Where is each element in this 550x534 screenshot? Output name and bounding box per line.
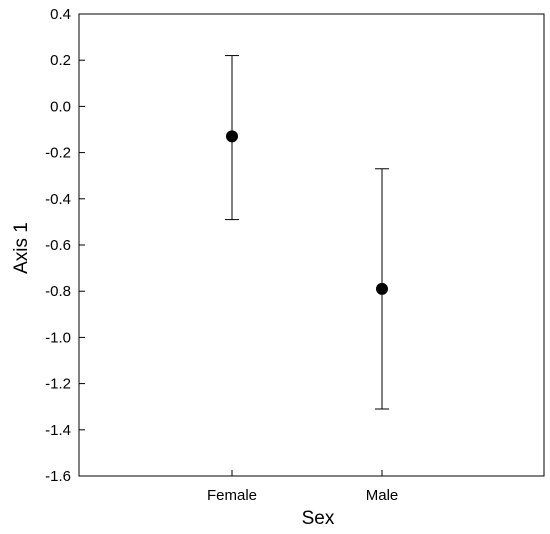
y-tick-label: 0.2: [50, 52, 71, 69]
data-marks: [225, 55, 389, 410]
y-tick-label: 0.0: [50, 98, 71, 115]
y-tick-label: -1.0: [45, 329, 71, 346]
y-tick-label: -0.2: [45, 145, 71, 162]
y-tick-label: -0.8: [45, 283, 71, 300]
y-tick-label: 0.4: [50, 6, 71, 23]
x-axis: Female Male: [207, 470, 398, 504]
x-axis-title: Sex: [302, 508, 335, 529]
x-tick-label: Female: [207, 487, 257, 504]
y-axis: 0.4 0.2 0.0 -0.2 -0.4 -0.6 -0.8 -1.0 -1.2 -1.4 -1.…: [45, 6, 85, 485]
y-tick-label: -1.6: [45, 468, 71, 485]
y-tick-label: -0.6: [45, 237, 71, 254]
x-tick-label: Male: [366, 487, 399, 504]
y-tick-label: -0.4: [45, 191, 71, 208]
y-tick-label: -1.4: [45, 422, 71, 439]
data-point-female: [226, 130, 238, 143]
plot-frame: [78, 13, 545, 477]
y-axis-title: Axis 1: [11, 222, 32, 274]
data-point-male: [376, 282, 388, 295]
y-tick-label: -1.2: [45, 376, 71, 393]
